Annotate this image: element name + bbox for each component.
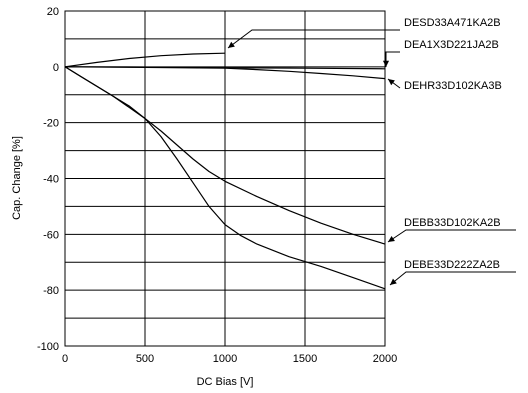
callout-leader (227, 29, 400, 49)
y-tick-labels: 20 0 -20 -40 -60 -80 -100 (37, 6, 59, 353)
series-label: DEA1X3D221JA2B (404, 39, 499, 51)
callout-arrowhead (382, 60, 390, 67)
grid (65, 11, 385, 346)
x-tick-labels: 0 500 1000 1500 2000 (62, 353, 397, 365)
series-lines (64, 52, 386, 290)
y-tick-label: -100 (37, 341, 59, 353)
y-tick-label: -80 (43, 285, 59, 297)
callouts: DESD33A471KA2B DEA1X3D221JA2B DEHR33D102KA… (227, 17, 516, 286)
series-line (64, 66, 386, 80)
y-axis-title: Cap. Change [%] (11, 136, 23, 220)
y-tick-label: 0 (53, 62, 59, 74)
series-line (64, 52, 226, 68)
callout-arrowhead (390, 278, 397, 285)
callout-leader (385, 51, 400, 67)
series-label: DEBB33D102KA2B (404, 217, 501, 229)
y-tick-label: -20 (43, 118, 59, 130)
y-tick-label: 20 (47, 6, 59, 18)
x-tick-label: 500 (136, 353, 154, 365)
callout-arrowhead (388, 235, 395, 242)
y-tick-label: -40 (43, 174, 59, 186)
series-label: DESD33A471KA2B (404, 17, 501, 29)
x-axis-title: DC Bias [V] (197, 376, 254, 388)
series-label: DEBE33D222ZA2B (404, 259, 500, 271)
y-tick-label: -60 (43, 229, 59, 241)
x-tick-label: 1000 (213, 353, 237, 365)
series-line (64, 66, 386, 290)
callout-leader (389, 271, 516, 286)
x-tick-label: 2000 (373, 353, 397, 365)
x-tick-label: 1500 (293, 353, 317, 365)
callout-arrowhead (388, 79, 395, 86)
callout-leader (387, 229, 516, 243)
plot-frame (64, 10, 386, 347)
series-label: DEHR33D102KA3B (404, 80, 502, 92)
x-tick-label: 0 (62, 353, 68, 365)
callout-arrowhead (228, 41, 235, 48)
